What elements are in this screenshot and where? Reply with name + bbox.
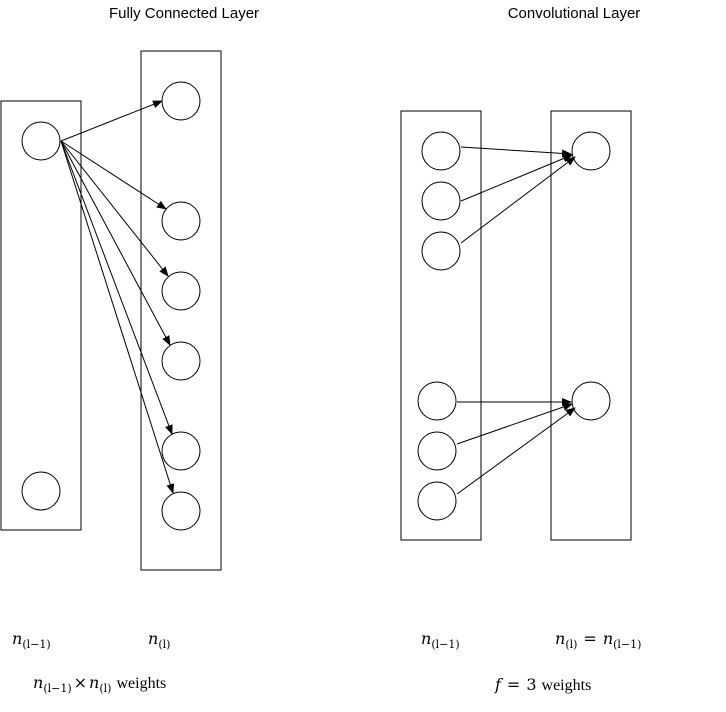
conv-input-size-label: n(l−1)	[421, 629, 460, 651]
conv-output-neuron	[571, 381, 611, 421]
conv-connection-arrow	[460, 146, 572, 158]
conv-connection-arrow	[456, 407, 576, 495]
fc-input-neuron	[21, 471, 61, 511]
fc-output-size-label: n(l)	[148, 629, 170, 651]
fc-output-neuron	[161, 201, 201, 241]
fc-weights-formula: n(l−1) × n(l) weights	[33, 673, 166, 695]
fc-title: Fully Connected Layer	[109, 5, 259, 22]
fc-output-neuron	[161, 271, 201, 311]
conv-output-layer-box	[550, 110, 632, 541]
conv-input-neuron	[421, 231, 461, 271]
conv-weights-formula: f = 3 weights	[494, 675, 591, 694]
conv-input-neuron	[417, 481, 457, 521]
conv-output-neuron	[571, 131, 611, 171]
conv-connection-arrow	[460, 156, 576, 244]
fc-input-neuron	[21, 121, 61, 161]
fc-output-neuron	[161, 491, 201, 531]
fc-output-neuron	[161, 431, 201, 471]
conv-title: Convolutional Layer	[508, 5, 641, 22]
conv-connection-arrow	[456, 403, 573, 445]
conv-output-size-label: n(l) = n(l−1)	[555, 629, 641, 651]
conv-input-neuron	[417, 381, 457, 421]
fc-connection-arrow	[60, 140, 173, 435]
conv-input-neuron	[421, 131, 461, 171]
fc-output-neuron	[161, 81, 201, 121]
fc-connection-arrow	[60, 140, 167, 210]
fc-output-neuron	[161, 341, 201, 381]
fc-input-layer-box	[0, 100, 82, 531]
conv-connection-arrow	[460, 154, 573, 202]
fc-connection-arrow	[60, 140, 169, 277]
fc-input-size-label: n(l−1)	[12, 629, 51, 651]
fc-connection-arrow	[60, 140, 171, 346]
conv-input-layer-box	[400, 110, 482, 541]
fc-connection-arrow	[60, 140, 175, 494]
conv-input-neuron	[417, 431, 457, 471]
fc-connection-arrow	[60, 100, 163, 142]
conv-input-neuron	[421, 181, 461, 221]
